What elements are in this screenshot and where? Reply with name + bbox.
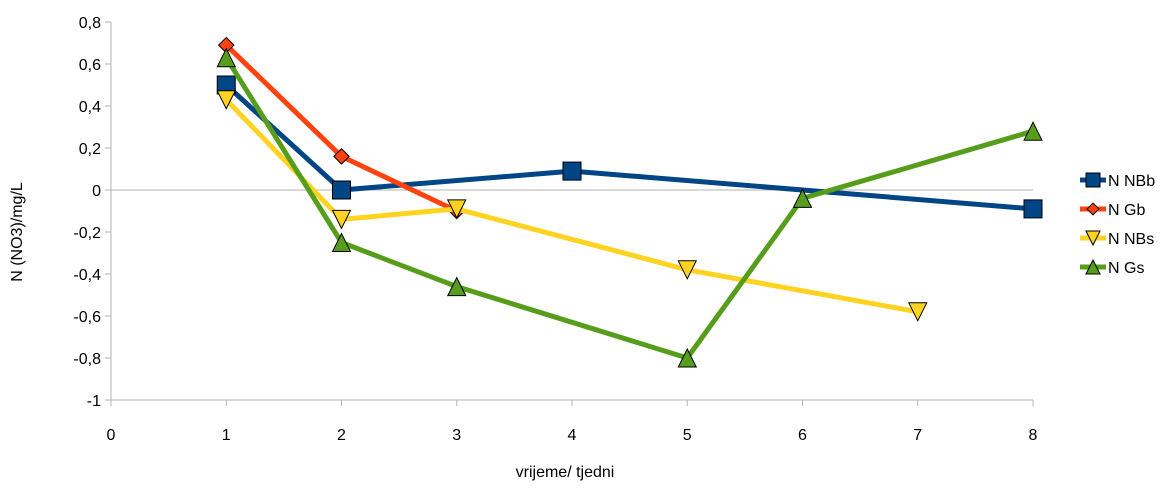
y-tick-label: -1 <box>87 393 101 410</box>
legend-item: N Gb <box>1080 202 1145 219</box>
series-n-nbs <box>216 90 928 322</box>
data-point <box>331 232 352 252</box>
x-tick-label: 4 <box>568 427 577 444</box>
series-n-gs <box>216 47 1043 368</box>
legend-marker <box>1085 172 1101 188</box>
legend-marker <box>1086 202 1100 216</box>
legend-label: N Gs <box>1108 260 1144 277</box>
data-point <box>216 47 237 68</box>
series-n-gb <box>217 36 466 220</box>
legend: N NBb N Gb N NBs N Gs <box>1080 172 1155 277</box>
legend-marker <box>1085 230 1101 247</box>
legend-item: N NBs <box>1080 230 1154 248</box>
data-point <box>1023 121 1043 141</box>
y-tick-label: 0 <box>92 183 101 200</box>
x-tick-label: 8 <box>1029 427 1038 444</box>
legend-item: N Gs <box>1080 258 1144 277</box>
series-line <box>224 56 1034 361</box>
data-point <box>216 90 237 110</box>
y-tick-label: 0,6 <box>79 57 101 74</box>
data-point <box>333 148 350 165</box>
data-point <box>446 276 467 297</box>
data-point <box>677 347 698 368</box>
data-point <box>332 180 351 200</box>
data-point <box>562 161 582 181</box>
data-point <box>792 188 813 208</box>
data-point <box>907 302 928 322</box>
x-axis-ticks: 0 1 2 3 4 5 6 7 8 <box>107 400 1038 444</box>
y-tick-label: 0,2 <box>79 141 101 158</box>
y-tick-label: 0,8 <box>79 15 101 32</box>
legend-label: N NBs <box>1108 231 1154 248</box>
data-point <box>1023 199 1043 219</box>
y-tick-label: -0,8 <box>73 351 101 368</box>
x-tick-label: 0 <box>107 427 116 444</box>
x-tick-label: 7 <box>913 427 922 444</box>
x-tick-label: 2 <box>337 427 346 444</box>
x-tick-label: 1 <box>222 427 231 444</box>
data-point <box>677 260 698 280</box>
x-tick-label: 5 <box>683 427 692 444</box>
x-tick-label: 3 <box>452 427 461 444</box>
data-point <box>331 209 352 230</box>
y-tick-label: 0,4 <box>79 99 101 116</box>
legend-label: N NBb <box>1108 173 1155 190</box>
series-n-nbb <box>216 75 1043 219</box>
y-axis-ticks: 0,8 0,6 0,4 0,2 0 -0,2 -0,4 -0,6 -0,8 -1 <box>73 15 111 410</box>
legend-marker <box>1085 258 1101 275</box>
series-line <box>224 97 919 315</box>
series-layer <box>216 36 1043 368</box>
y-tick-label: -0,2 <box>73 225 101 242</box>
x-axis-title: vrijeme/ tjedni <box>516 464 615 481</box>
y-tick-label: -0,6 <box>73 309 101 326</box>
data-point <box>446 199 467 220</box>
legend-item: N NBb <box>1080 172 1155 190</box>
y-axis-title: N (NO3)/mg/L <box>9 182 26 282</box>
legend-label: N Gb <box>1108 202 1145 219</box>
y-tick-label: -0,4 <box>73 267 101 284</box>
x-tick-label: 6 <box>798 427 807 444</box>
